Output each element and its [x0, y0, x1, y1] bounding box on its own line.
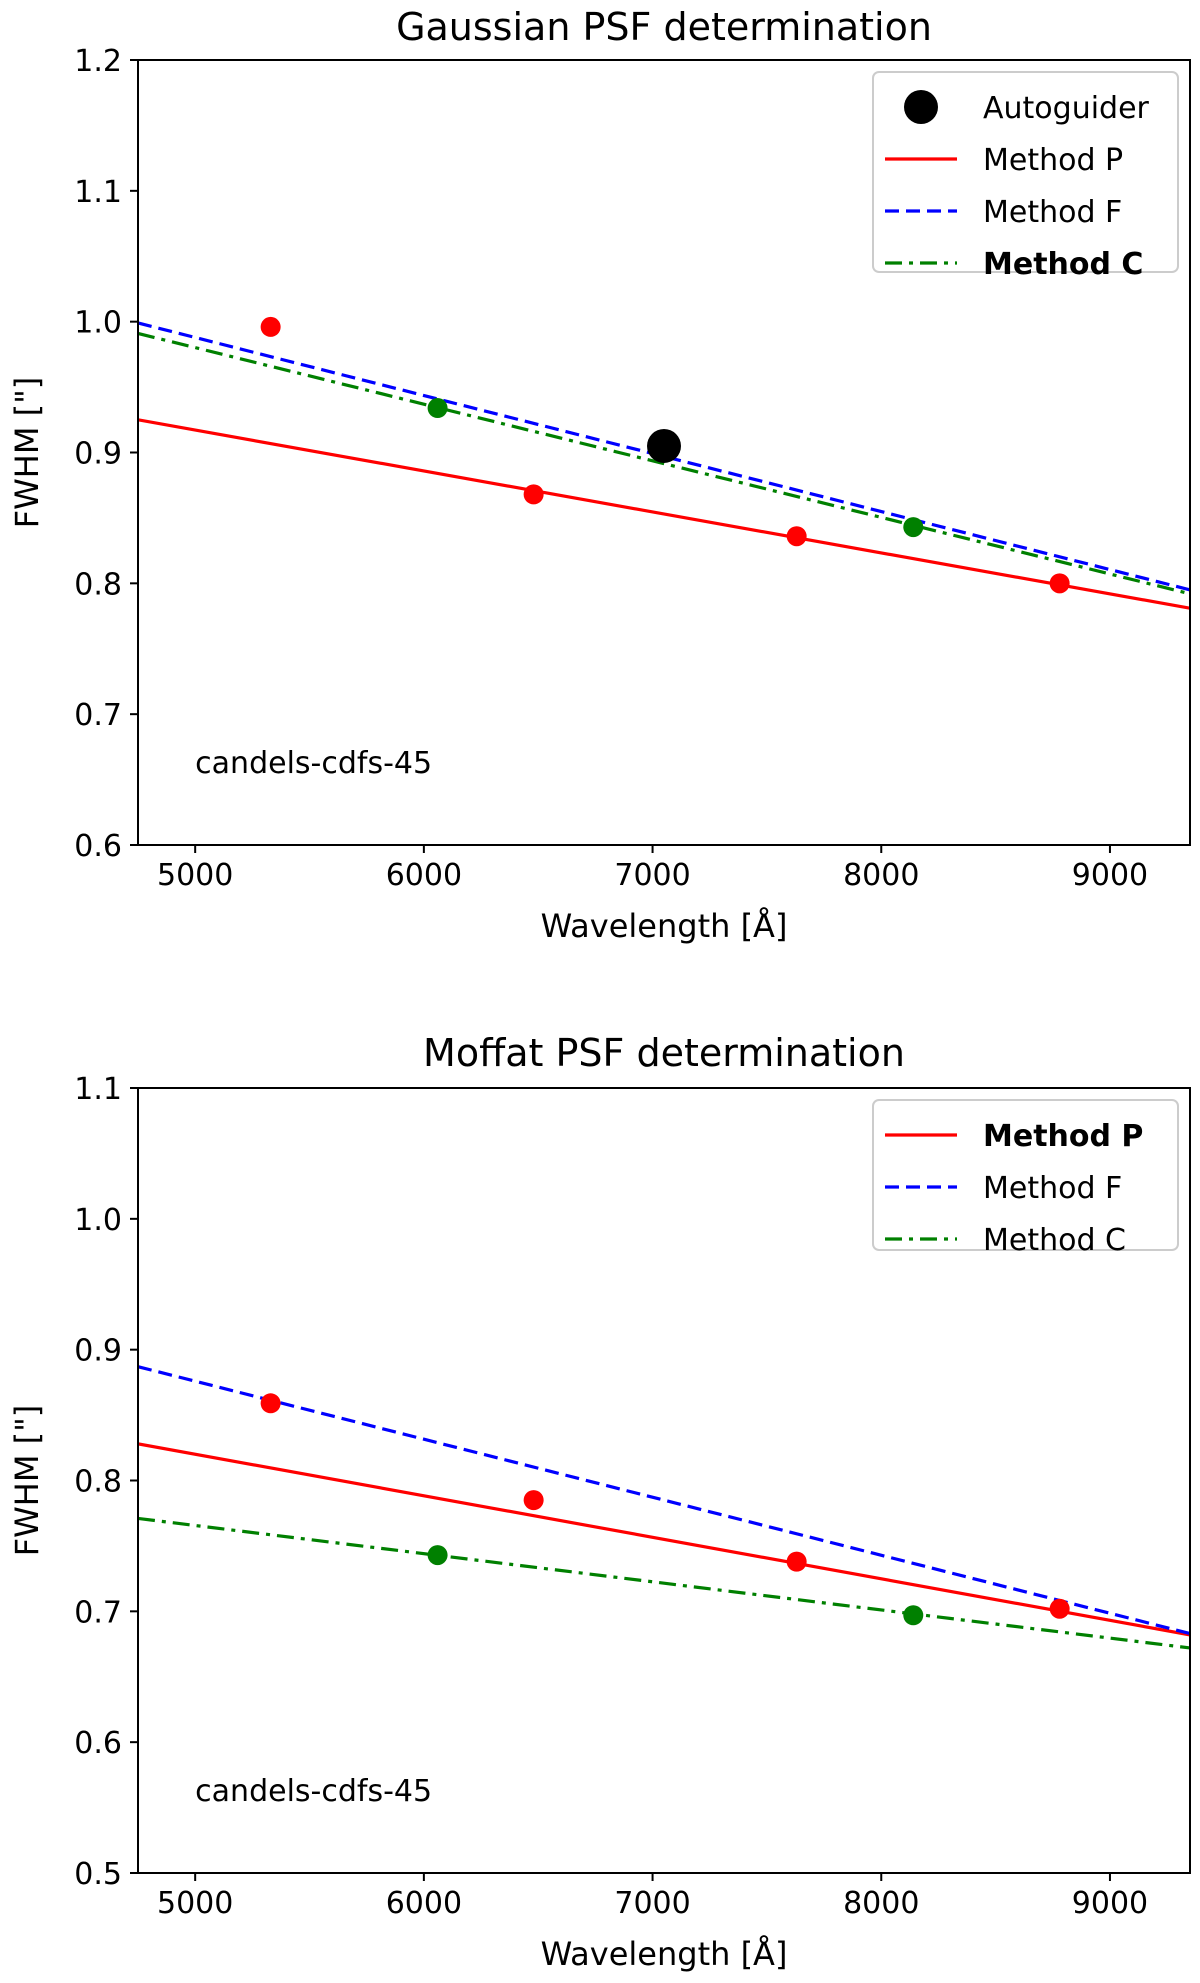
legend: Method P Method F Method C	[872, 1099, 1179, 1258]
data-point-method-p	[523, 484, 544, 505]
data-point-method-p	[260, 1393, 281, 1414]
legend-box	[872, 71, 1179, 273]
x-tick-label: 6000	[386, 858, 462, 893]
data-point-autoguider	[647, 428, 681, 463]
y-tick-label: 1.0	[74, 1203, 122, 1238]
plot-area	[138, 1365, 1190, 1650]
x-tick-label: 7000	[614, 858, 690, 893]
data-point-method-p	[786, 1551, 807, 1572]
legend: Autoguider Method P Method F Method C	[872, 71, 1179, 282]
y-tick-label: 0.9	[74, 1334, 122, 1369]
y-tick-label: 0.9	[74, 437, 122, 472]
y-tick-label: 0.6	[74, 1726, 122, 1761]
y-tick-label: 0.6	[74, 829, 122, 864]
series-line-method-p	[138, 1442, 1190, 1637]
legend-label-autoguider: Autoguider	[983, 91, 1150, 126]
series-line-method-f	[138, 321, 1190, 592]
y-tick-label: 1.2	[74, 44, 122, 79]
legend-label-method-p: Method P	[983, 1119, 1143, 1154]
dataset-annotation: candels-cdfs-45	[195, 746, 432, 781]
x-tick-label: 5000	[157, 1886, 233, 1921]
x-tick-label: 9000	[1072, 1886, 1148, 1921]
x-axis-label: Wavelength [Å]	[541, 907, 788, 945]
x-tick-label: 8000	[843, 858, 919, 893]
data-point-method-c	[427, 1545, 448, 1566]
y-tick-label: 0.5	[74, 1857, 122, 1892]
data-point-method-p	[786, 526, 807, 547]
data-point-method-p	[260, 316, 281, 337]
dataset-annotation: candels-cdfs-45	[195, 1774, 432, 1809]
series-line-method-c	[138, 331, 1190, 596]
x-tick-label: 5000	[157, 858, 233, 893]
chart-title: Gaussian PSF determination	[396, 5, 932, 49]
data-point-method-p	[523, 1490, 544, 1511]
data-point-method-p	[1049, 573, 1070, 594]
y-tick-label: 0.7	[74, 698, 122, 733]
x-tick-label: 6000	[386, 1886, 462, 1921]
series-line-method-c	[138, 1516, 1190, 1650]
x-tick-label: 7000	[614, 1886, 690, 1921]
legend-marker-autoguider	[904, 90, 938, 124]
data-point-method-c	[427, 398, 448, 419]
series-line-method-p	[138, 418, 1190, 610]
plot-area	[138, 316, 1190, 610]
legend-label-method-p: Method P	[983, 143, 1123, 178]
series-line-method-f	[138, 1365, 1190, 1636]
legend-label-method-c: Method C	[983, 1223, 1126, 1258]
x-axis-label: Wavelength [Å]	[541, 1935, 788, 1973]
gaussian-chart: Gaussian PSF determination 5000 6000 7000 80…	[8, 5, 1191, 945]
chart-title: Moffat PSF determination	[423, 1031, 905, 1075]
y-tick-label: 0.8	[74, 567, 122, 602]
y-tick-label: 0.8	[74, 1465, 122, 1500]
x-tick-label: 9000	[1072, 858, 1148, 893]
data-point-method-p	[1049, 1598, 1070, 1619]
y-tick-label: 1.1	[74, 175, 122, 210]
legend-label-method-c: Method C	[983, 247, 1143, 282]
x-tick-label: 8000	[843, 1886, 919, 1921]
y-axis-label: FWHM ["]	[8, 377, 46, 529]
data-point-method-c	[903, 1605, 924, 1626]
y-tick-label: 1.1	[74, 1072, 122, 1107]
y-tick-label: 1.0	[74, 306, 122, 341]
data-point-method-c	[903, 517, 924, 538]
legend-box	[872, 1099, 1179, 1251]
moffat-chart: Moffat PSF determination 5000 6000 7000 8000…	[8, 1031, 1191, 1973]
y-axis-label: FWHM ["]	[8, 1405, 46, 1557]
legend-label-method-f: Method F	[983, 195, 1122, 230]
legend-label-method-f: Method F	[983, 1171, 1122, 1206]
y-tick-label: 0.7	[74, 1595, 122, 1630]
